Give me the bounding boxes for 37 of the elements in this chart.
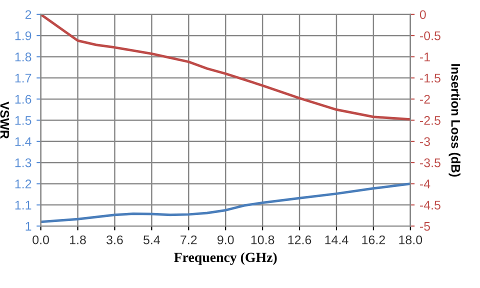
- x-tick-label: 9.0: [218, 235, 234, 244]
- y-tick-label: 1.6: [15, 94, 32, 104]
- y-tick-label: 1.1: [15, 200, 32, 210]
- y2-tick-label: -4: [420, 180, 430, 188]
- y-axis-title: VSWR: [0, 102, 10, 139]
- y2-tick-label: -5: [420, 222, 430, 231]
- y2-tick-label: -0.5: [420, 31, 440, 40]
- x-tick-label: 1.8: [70, 235, 86, 244]
- x-tick-label: 14.4: [325, 236, 348, 244]
- y-tick-label: 1.9: [15, 31, 32, 40]
- x-tick-label: 16.2: [362, 235, 385, 244]
- y-tick-label: 2: [25, 10, 32, 19]
- y2-tick-label: -3: [420, 137, 430, 146]
- line-series: [40, 182, 410, 224]
- y-tick-label: 1.8: [15, 52, 32, 62]
- x-axis-title: Frequency (GHz): [174, 252, 277, 265]
- y2-tick-label: 0: [420, 10, 426, 20]
- x-tick-label: 7.2: [180, 235, 197, 244]
- y2-tick-label: -4.5: [420, 200, 440, 210]
- y2-tick-label: -3.5: [420, 158, 440, 168]
- y2-tick-label: -1: [420, 52, 430, 62]
- y-tick-label: 1.2: [15, 180, 32, 188]
- y-tick-label: 1.4: [15, 137, 32, 146]
- y-tick-label: 1: [26, 222, 32, 231]
- y2-tick-label: -2: [420, 94, 430, 104]
- x-tick-label: 18.0: [399, 235, 422, 244]
- x-tick-label: 12.6: [288, 235, 312, 244]
- x-tick-label: 3.6: [106, 235, 123, 244]
- y2-tick-label: -2.5: [420, 116, 440, 125]
- x-tick-label: 10.8: [251, 235, 274, 244]
- x-tick-label: 0.0: [32, 235, 49, 244]
- y2-tick-label: -1.5: [420, 74, 440, 83]
- y-tick-label: 1.3: [15, 158, 32, 168]
- x-tick-label: 5.4: [143, 236, 160, 244]
- y-tick-label: 1.7: [15, 74, 32, 82]
- y-tick-label: 1.5: [15, 116, 32, 125]
- y2-axis-title: Insertion Loss (dB): [448, 64, 460, 177]
